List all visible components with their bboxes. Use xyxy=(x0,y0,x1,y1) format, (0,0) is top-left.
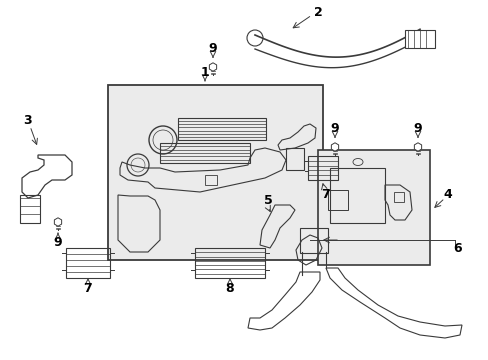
Text: 1: 1 xyxy=(200,66,209,78)
Text: 7: 7 xyxy=(320,189,329,202)
Text: 5: 5 xyxy=(263,194,272,207)
Bar xyxy=(108,85,323,260)
Text: 9: 9 xyxy=(413,122,422,135)
Text: 2: 2 xyxy=(313,5,322,18)
Text: 7: 7 xyxy=(83,282,92,294)
Bar xyxy=(20,195,40,223)
Bar xyxy=(307,156,337,180)
Polygon shape xyxy=(54,218,61,226)
Text: 9: 9 xyxy=(54,235,62,248)
Text: 6: 6 xyxy=(453,242,461,255)
Bar xyxy=(178,118,265,140)
Bar xyxy=(160,143,249,163)
Bar xyxy=(299,228,327,253)
Bar xyxy=(285,148,304,170)
Polygon shape xyxy=(331,143,338,151)
Bar xyxy=(66,248,110,278)
Bar xyxy=(329,168,384,223)
Polygon shape xyxy=(209,63,216,71)
Text: 8: 8 xyxy=(225,282,234,294)
Text: 9: 9 xyxy=(330,122,339,135)
Text: 9: 9 xyxy=(208,41,217,54)
Bar xyxy=(327,190,347,210)
Text: 4: 4 xyxy=(443,189,451,202)
Bar xyxy=(317,150,429,265)
Text: 3: 3 xyxy=(23,113,32,126)
Bar xyxy=(404,30,434,48)
Bar xyxy=(393,192,403,202)
Bar xyxy=(195,248,264,278)
Polygon shape xyxy=(413,143,421,151)
Bar xyxy=(204,175,217,185)
